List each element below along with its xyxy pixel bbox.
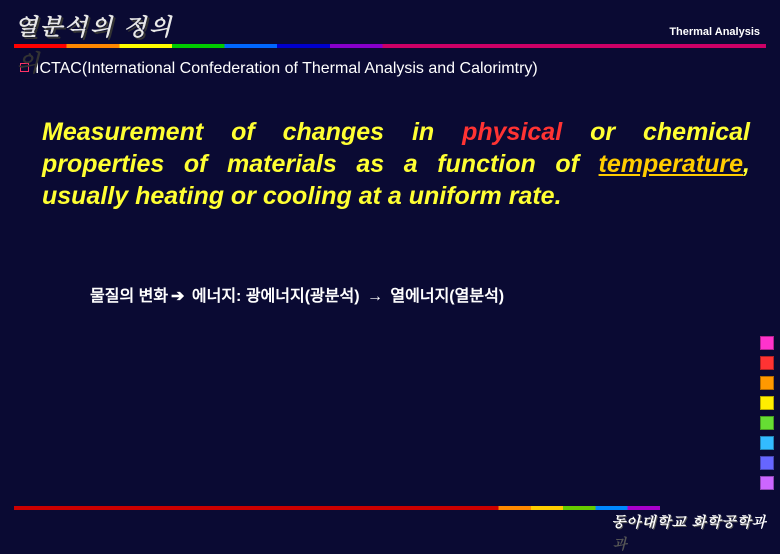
keyword-physical: physical: [462, 118, 562, 146]
decorative-squares: [760, 336, 774, 490]
slide: 열분석의 정의 열분석의 정의 Thermal Analysis ICTAC(I…: [0, 0, 780, 540]
body-paragraph: Measurement of changes in physical or ch…: [0, 78, 780, 212]
bottom-divider: [14, 506, 660, 510]
korean-p1: 물질의 변화: [90, 288, 168, 305]
footer: 동아대학교 화학공학과 동아대학교 화학공학과: [611, 511, 766, 532]
color-square-icon: [760, 456, 774, 470]
korean-line: 물질의 변화➔ 에너지: 광에너지(광분석) → 열에너지(열분석): [0, 212, 780, 306]
arrow-icon: →: [367, 288, 383, 306]
header: 열분석의 정의 열분석의 정의 Thermal Analysis: [0, 0, 780, 50]
footer-text: 동아대학교 화학공학과: [611, 511, 766, 532]
slide-title: 열분석의 정의 열분석의 정의: [14, 8, 173, 42]
title-text: 열분석의 정의: [14, 8, 173, 42]
color-square-icon: [760, 356, 774, 370]
keyword-temperature: temperature: [599, 150, 744, 178]
color-square-icon: [760, 396, 774, 410]
color-square-icon: [760, 436, 774, 450]
color-square-icon: [760, 476, 774, 490]
arrow-icon: ➔: [171, 286, 184, 306]
korean-p3: 열에너지(열분석): [386, 288, 504, 305]
color-square-icon: [760, 336, 774, 350]
color-square-icon: [760, 376, 774, 390]
korean-p2: 에너지: 광에너지(광분석): [187, 288, 364, 305]
color-square-icon: [760, 416, 774, 430]
body-seg1: Measurement of changes in: [42, 118, 462, 146]
header-label: Thermal Analysis: [669, 26, 760, 38]
